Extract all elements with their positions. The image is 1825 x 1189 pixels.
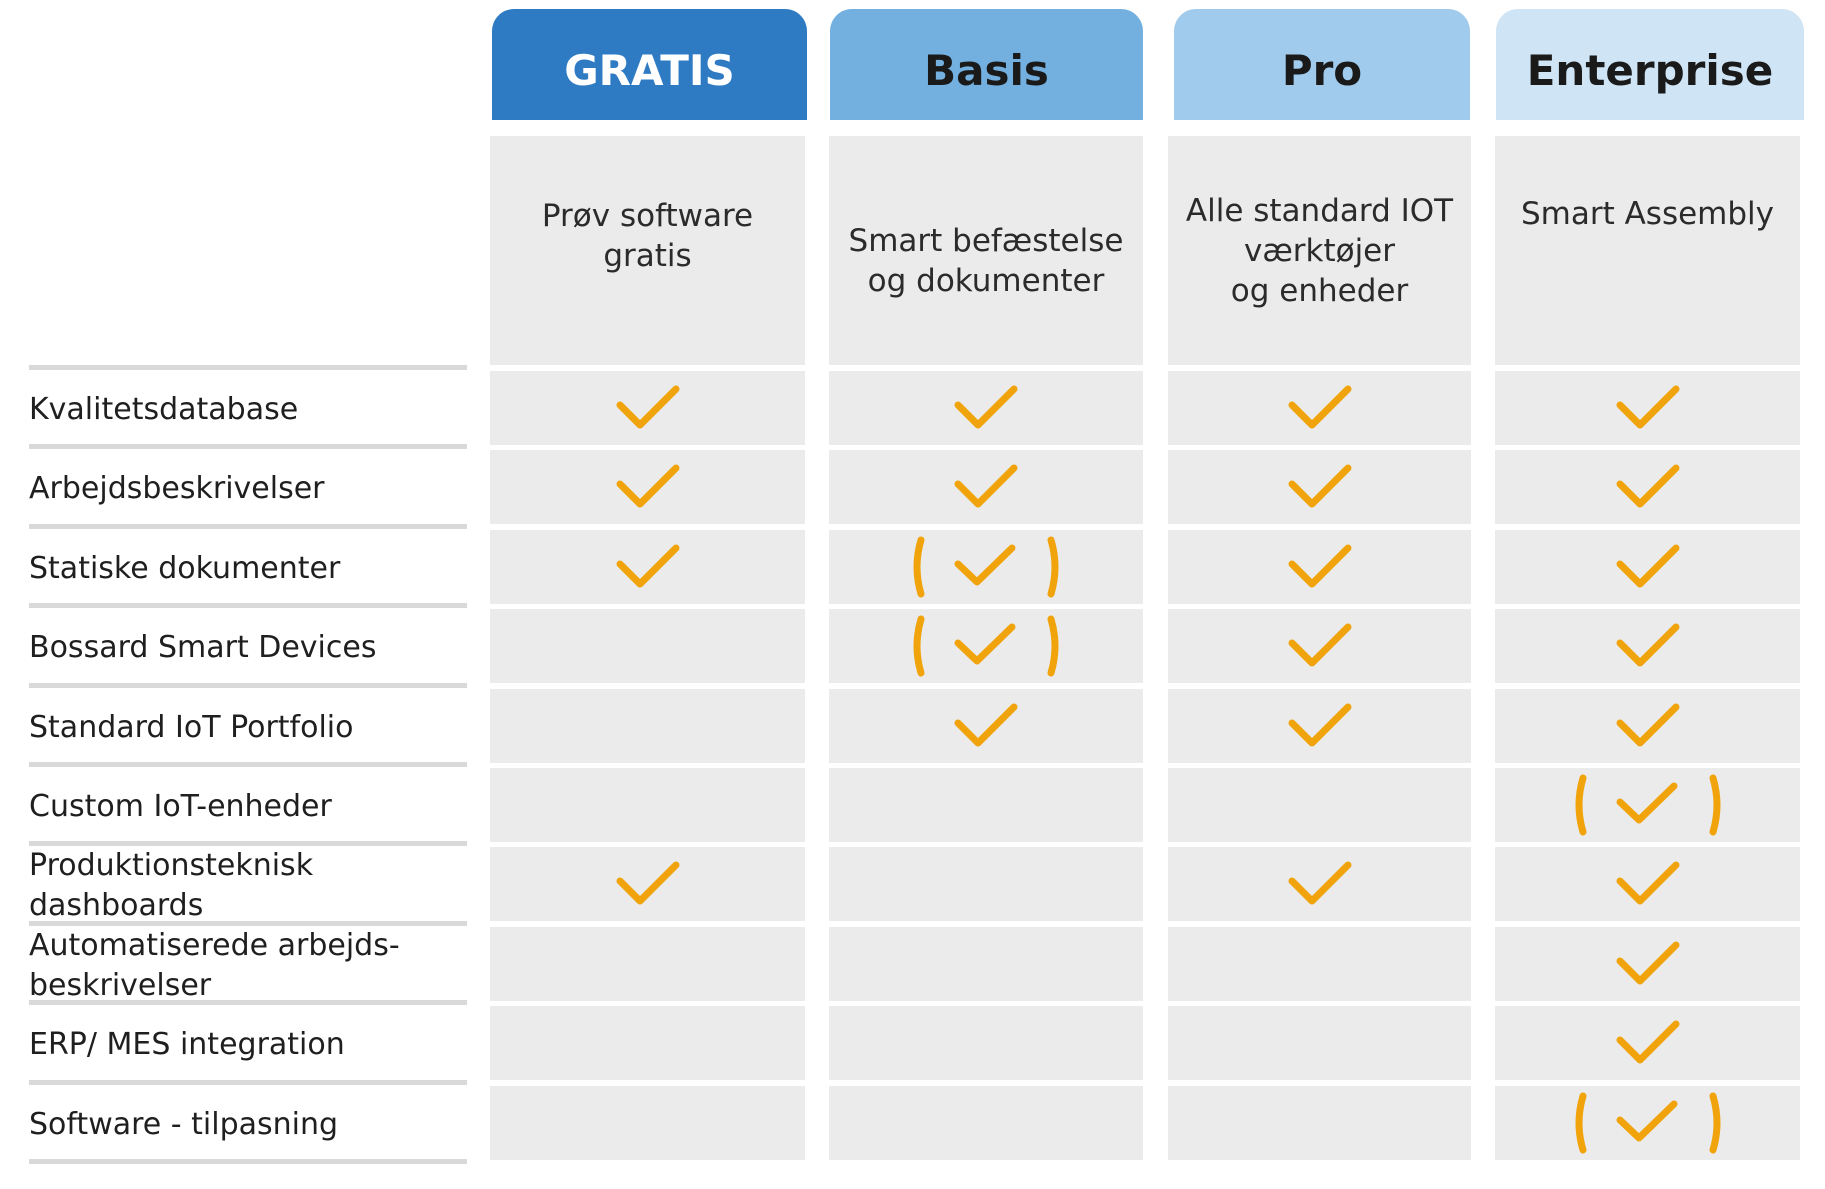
feature-cell-pro xyxy=(1168,688,1471,763)
row-divider xyxy=(29,1079,467,1085)
feature-cell-pro xyxy=(1168,1006,1471,1081)
check-icon xyxy=(1288,623,1351,667)
feature-cell-basis xyxy=(829,529,1143,604)
plan-description-enterprise: Smart Assembly xyxy=(1495,136,1800,365)
check-icon xyxy=(1288,703,1351,747)
feature-cell-gratis xyxy=(490,609,805,684)
check-icon xyxy=(616,544,679,588)
feature-cell-basis xyxy=(829,768,1143,842)
row-divider xyxy=(29,1159,467,1164)
feature-label: ERP/ MES integration xyxy=(29,1027,345,1063)
optional-check-icon xyxy=(913,536,1059,598)
feature-label: Bossard Smart Devices xyxy=(29,630,377,666)
check-icon xyxy=(1616,941,1679,985)
feature-cell-basis xyxy=(829,1006,1143,1081)
feature-cell-enterprise xyxy=(1495,847,1800,922)
feature-cell-gratis xyxy=(490,926,805,1001)
feature-cell-pro xyxy=(1168,609,1471,684)
feature-cell-enterprise xyxy=(1495,371,1800,445)
feature-cell-pro xyxy=(1168,450,1471,525)
plan-description-gratis: Prøv software gratis xyxy=(490,136,805,365)
feature-cell-gratis xyxy=(490,1085,805,1160)
feature-cell-pro xyxy=(1168,847,1471,922)
check-icon xyxy=(1616,464,1679,508)
feature-cell-pro xyxy=(1168,768,1471,842)
check-icon xyxy=(616,861,679,905)
plan-header-gratis: GRATIS xyxy=(492,9,807,120)
feature-cell-basis xyxy=(829,1085,1143,1160)
feature-cell-enterprise xyxy=(1495,1006,1800,1081)
optional-check-icon xyxy=(1575,774,1720,836)
check-icon xyxy=(1616,544,1679,588)
feature-cell-enterprise xyxy=(1495,450,1800,525)
feature-cell-enterprise xyxy=(1495,688,1800,763)
feature-label: Kvalitetsdatabase xyxy=(29,392,299,427)
feature-cell-basis xyxy=(829,926,1143,1001)
feature-cell-basis xyxy=(829,688,1143,763)
feature-cell-pro xyxy=(1168,1085,1471,1160)
check-icon xyxy=(1616,385,1679,429)
check-icon xyxy=(954,703,1018,747)
plan-header-enterprise: Enterprise xyxy=(1496,9,1804,120)
feature-cell-gratis xyxy=(490,371,805,445)
check-icon xyxy=(1288,385,1351,429)
row-divider xyxy=(29,682,467,688)
check-icon xyxy=(1616,703,1679,747)
plan-header-pro: Pro xyxy=(1174,9,1470,120)
check-icon xyxy=(954,464,1018,508)
feature-cell-pro xyxy=(1168,529,1471,604)
feature-cell-enterprise xyxy=(1495,529,1800,604)
feature-cell-gratis xyxy=(490,529,805,604)
plan-description-text: Alle standard IOT værktøjer og enheder xyxy=(1185,192,1454,309)
row-divider xyxy=(29,603,467,609)
feature-label: Arbejdsbeskrivelser xyxy=(29,471,325,507)
feature-cell-enterprise xyxy=(1495,768,1800,842)
feature-cell-gratis xyxy=(490,450,805,525)
check-icon xyxy=(1616,861,1679,905)
plan-description-pro: Alle standard IOT værktøjer og enheder xyxy=(1168,136,1471,365)
row-divider xyxy=(29,920,467,926)
feature-cell-gratis xyxy=(490,1006,805,1081)
row-divider xyxy=(29,1000,467,1006)
check-icon xyxy=(1288,861,1351,905)
feature-label: Custom IoT-enheder xyxy=(29,789,332,824)
feature-label: Automatiserede arbejds- beskrivelser xyxy=(29,927,400,1003)
check-icon xyxy=(616,464,679,508)
feature-cell-enterprise xyxy=(1495,926,1800,1001)
feature-label: Software - tilpasning xyxy=(29,1106,339,1142)
plan-description-text: Smart Assembly xyxy=(1520,195,1775,232)
row-divider xyxy=(29,841,467,847)
optional-check-icon xyxy=(1575,1092,1720,1154)
feature-cell-pro xyxy=(1168,371,1471,445)
feature-label: Standard IoT Portfolio xyxy=(29,709,354,745)
feature-cell-basis xyxy=(829,609,1143,684)
feature-label: Produktionsteknisk dashboards xyxy=(29,848,314,924)
feature-cell-basis xyxy=(829,450,1143,525)
feature-cell-gratis xyxy=(490,768,805,842)
row-divider xyxy=(29,762,467,767)
optional-check-icon xyxy=(913,615,1059,677)
check-icon xyxy=(1288,464,1351,508)
feature-label: Statiske dokumenter xyxy=(29,550,341,586)
check-icon xyxy=(1616,623,1679,667)
feature-cell-basis xyxy=(829,847,1143,922)
check-icon xyxy=(954,385,1018,429)
row-divider xyxy=(29,523,467,529)
feature-cell-enterprise xyxy=(1495,609,1800,684)
row-divider xyxy=(29,365,467,370)
feature-cell-gratis xyxy=(490,847,805,922)
feature-cell-basis xyxy=(829,371,1143,445)
plan-header-basis: Basis xyxy=(830,9,1143,120)
feature-cell-pro xyxy=(1168,926,1471,1001)
plan-description-text: Prøv software gratis xyxy=(541,197,754,274)
plan-description-basis: Smart befæstelse og dokumenter xyxy=(829,136,1143,365)
check-icon xyxy=(1616,1020,1679,1064)
check-icon xyxy=(616,385,679,429)
plan-description-text: Smart befæstelse og dokumenter xyxy=(848,222,1124,299)
check-icon xyxy=(1288,544,1351,588)
row-divider xyxy=(29,444,467,450)
feature-cell-enterprise xyxy=(1495,1085,1800,1160)
feature-cell-gratis xyxy=(490,688,805,763)
